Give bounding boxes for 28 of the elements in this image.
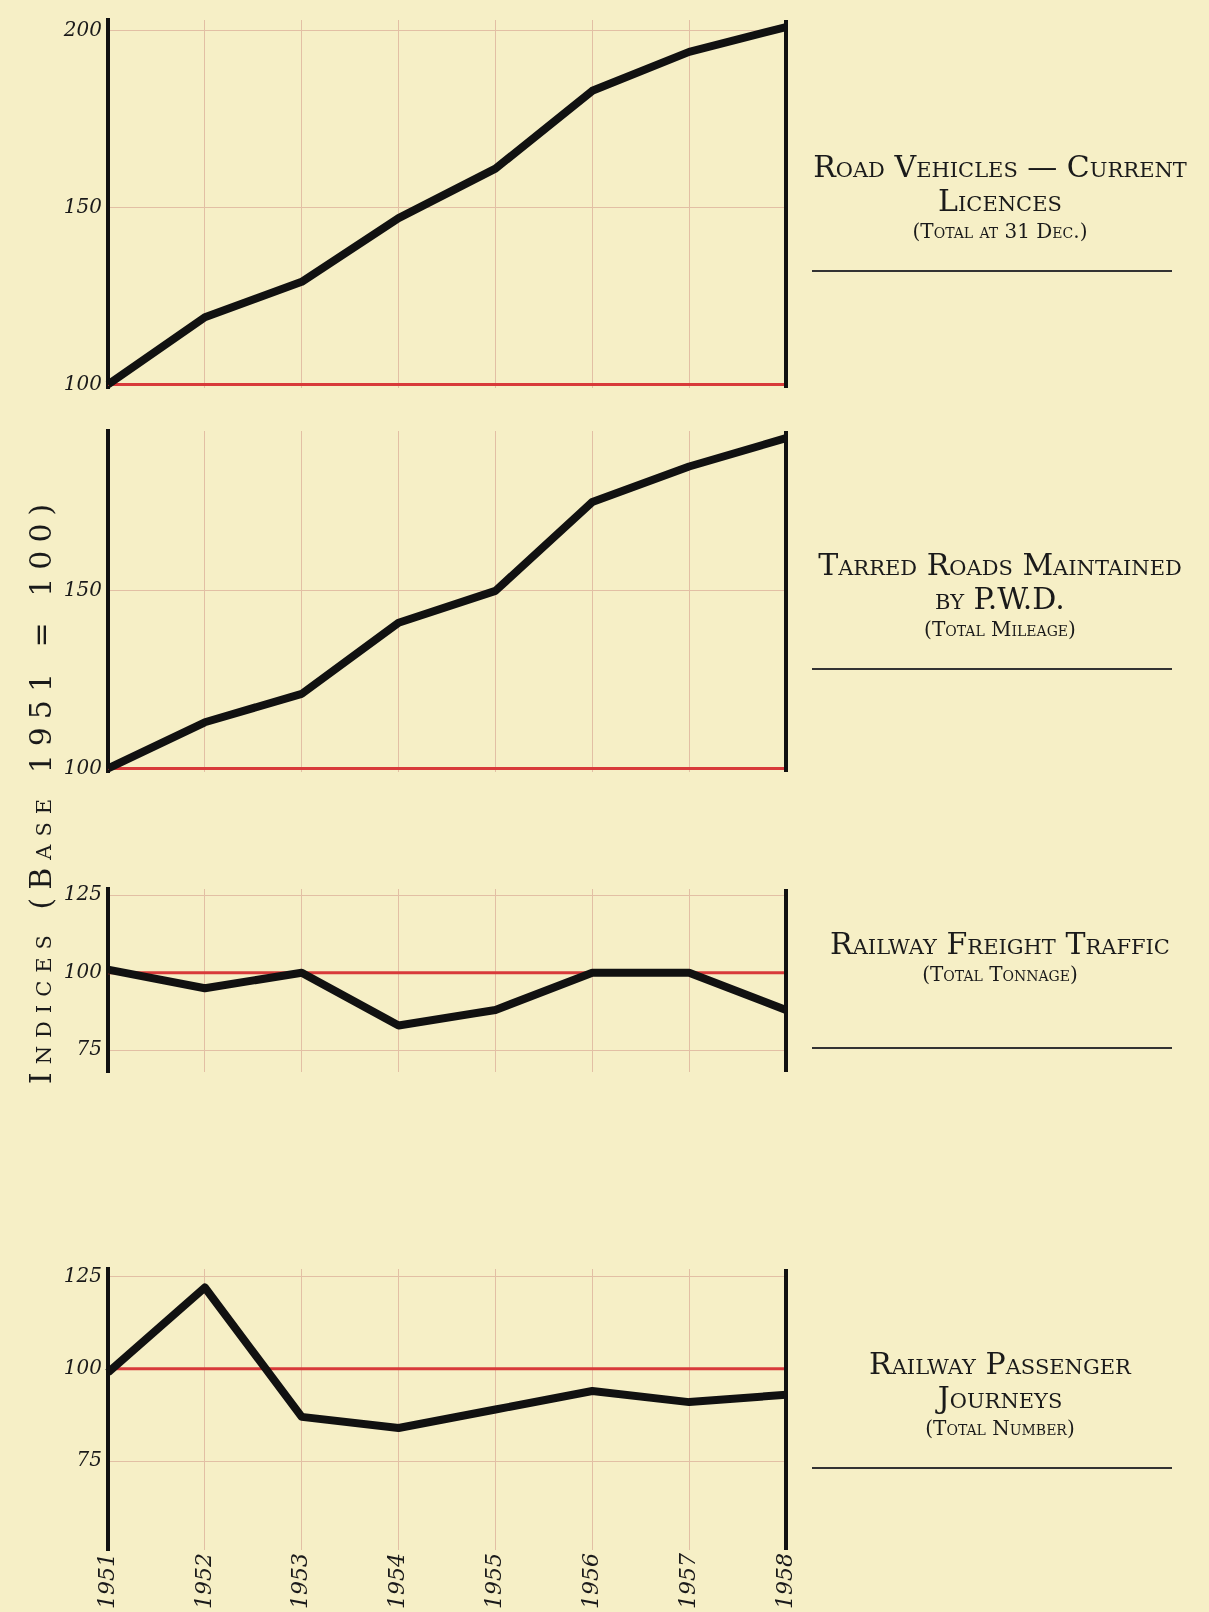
text: (Total Tonnage) (921, 960, 1079, 987)
x-tick-label: 1953 (287, 1553, 313, 1609)
y-tick-label: 75 (76, 1036, 102, 1061)
y-tick-label: 100 (63, 1355, 103, 1380)
x-tick-label: 1956 (578, 1553, 603, 1609)
text: Railway Passenger Journeys (868, 1345, 1133, 1415)
y-tick-label: 100 (63, 370, 103, 395)
x-tick-label: 1954 (384, 1553, 410, 1609)
y-axis-title: Indices (Base 1951 = 100) (22, 495, 58, 1085)
y-tick-label: 100 (63, 958, 103, 983)
y-tick-label: 125 (63, 881, 102, 906)
text: Railway Freight Traffic (829, 925, 1171, 961)
x-tick-label: 1958 (771, 1553, 797, 1609)
y-tick-label: 150 (63, 577, 103, 602)
x-tick-label: 1955 (481, 1553, 507, 1609)
text: Road Vehicles — Current Licences (812, 149, 1188, 218)
y-tick-label: 125 (63, 1262, 102, 1287)
text: (Total Mileage) (923, 615, 1077, 642)
y-tick-label: 100 (63, 754, 103, 779)
y-tick-label: 75 (76, 1447, 102, 1472)
text: (Total Number) (924, 1414, 1076, 1441)
text: Tarred Roads Maintained by P.W.D. (817, 546, 1183, 616)
x-tick-label: 1952 (190, 1553, 216, 1609)
x-tick-label: 1957 (674, 1553, 700, 1609)
y-tick-label: 200 (62, 16, 103, 41)
x-tick-label: 1951 (93, 1553, 119, 1609)
text: (Total at 31 Dec.) (911, 218, 1089, 244)
y-tick-label: 150 (63, 193, 103, 218)
